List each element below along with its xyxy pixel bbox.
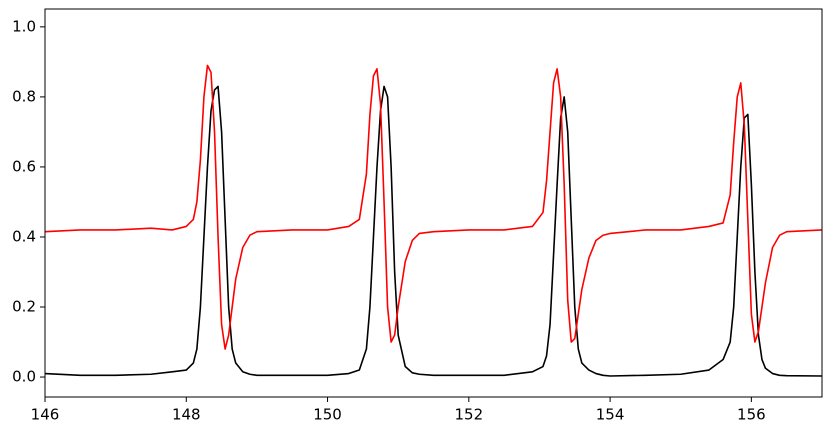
- x-tick-label: 146: [31, 406, 60, 424]
- x-tick-label: 154: [596, 406, 625, 424]
- x-tick-label: 148: [172, 406, 201, 424]
- y-tick-label: 0.6: [12, 157, 36, 175]
- x-tick-label: 150: [313, 406, 342, 424]
- plot-frame: [44, 8, 823, 398]
- y-tick-label: 1.0: [12, 17, 36, 35]
- x-tick-label: 152: [454, 406, 483, 424]
- line-series: [45, 85, 822, 377]
- line-series: [45, 64, 822, 350]
- y-tick-label: 0.8: [12, 87, 36, 105]
- x-tick-label: 156: [737, 406, 766, 424]
- y-tick-label: 0.2: [12, 298, 36, 316]
- y-tick-label: 0.4: [12, 227, 36, 245]
- y-tick-label: 0.0: [12, 368, 36, 386]
